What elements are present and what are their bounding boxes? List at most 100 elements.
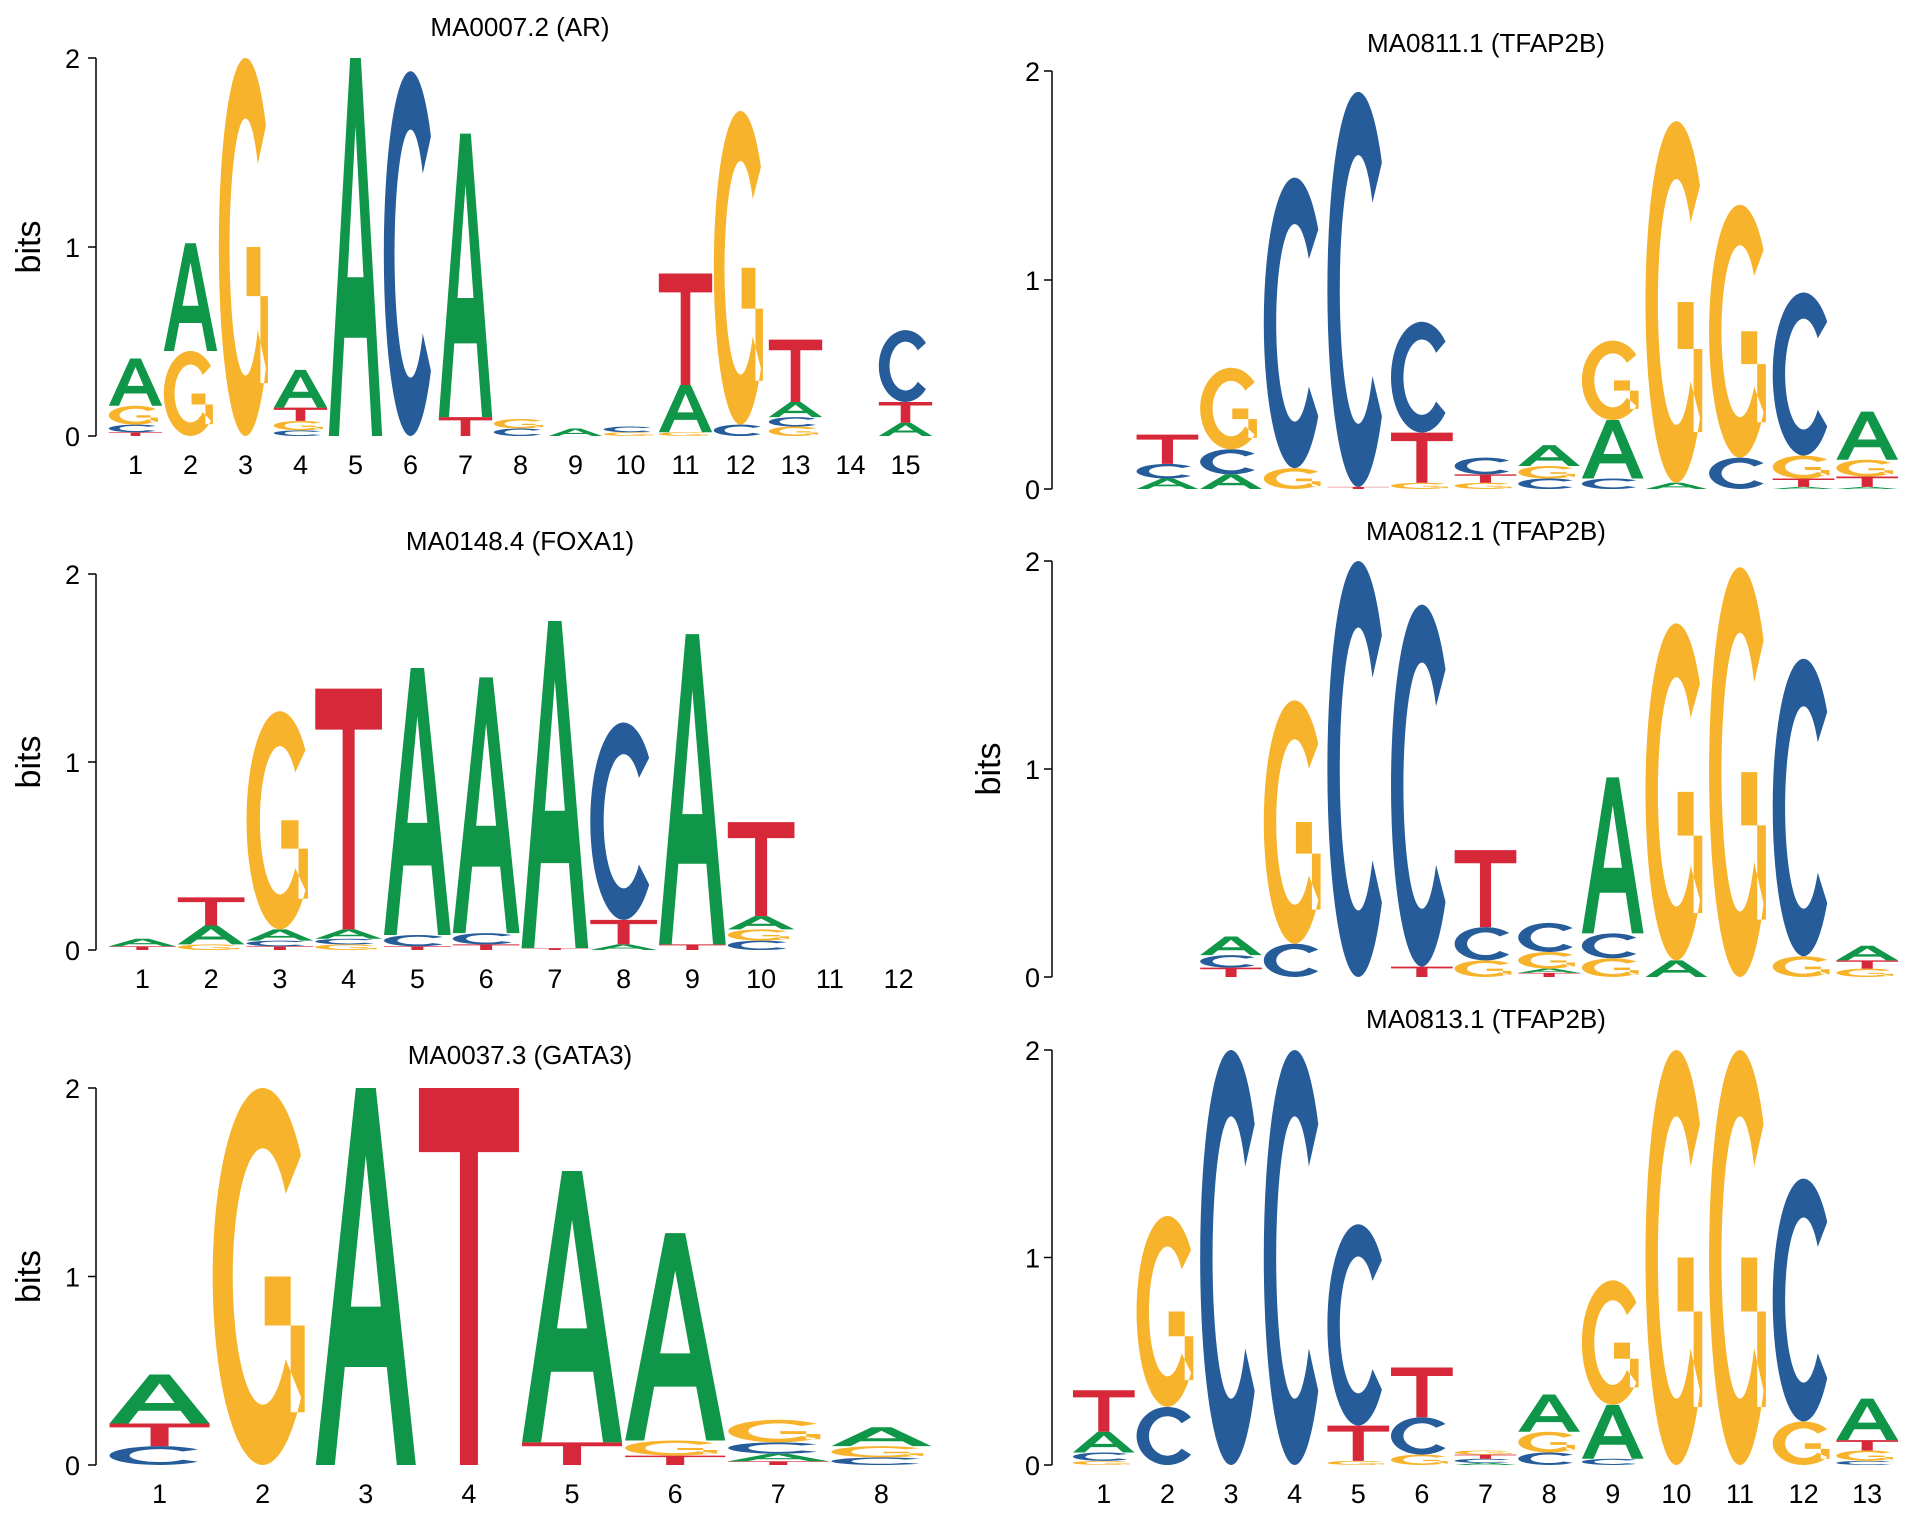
letter-G [1836,459,1894,477]
logo-column [1136,1216,1194,1465]
x-tick-label: 2 [204,964,219,994]
logo-column [452,677,520,950]
letter-A [625,1233,726,1441]
logo-column [727,822,795,950]
x-tick-label: 4 [1287,1479,1302,1509]
letter-C [1772,292,1828,456]
letter-C [1391,321,1446,433]
letter-T [384,946,451,950]
x-tick-label: 3 [1224,1479,1239,1509]
logo-column [1327,561,1382,977]
letter-A [177,925,245,945]
logo-column [1200,367,1262,489]
letter-A [1518,968,1580,973]
letter-T [1391,966,1453,977]
logo-column [1200,936,1262,977]
letter-G [1200,367,1257,450]
letter-G [246,711,308,930]
letter-A [1581,420,1644,479]
logo-column [1518,1394,1580,1465]
letter-G [1709,204,1766,458]
letter-G [728,1419,821,1443]
logo-column [1263,700,1321,977]
letter-T [1391,432,1453,483]
letter-G [1772,956,1830,977]
letter-T [177,897,245,926]
letter-G [1645,1050,1703,1465]
letter-A [438,133,493,418]
letter-A [1581,1404,1644,1459]
letter-G [1836,968,1894,977]
logo-column [163,243,218,437]
letter-G [1709,1050,1766,1465]
letter-C [1391,1417,1446,1455]
logo-column [438,133,493,436]
letter-A [1645,960,1708,977]
letter-C [1263,1050,1319,1465]
y-axis-label: bits [10,736,48,789]
panel-title: MA0813.1 (TFAP2B) [1366,1004,1606,1034]
letter-T [728,1461,829,1465]
letter-C [1454,927,1510,961]
y-tick-label: 1 [65,748,80,778]
letter-A [452,677,520,934]
letter-A [1836,1398,1899,1441]
x-tick-label: 9 [568,450,583,480]
letter-G [1645,121,1703,483]
letter-A [1518,445,1580,467]
letter-A [1200,936,1262,956]
letter-C [1518,1452,1573,1465]
letter-G [108,405,158,425]
letter-C [1581,933,1637,959]
letter-A [384,668,451,935]
logo-column [1136,434,1199,489]
letter-G [177,944,240,950]
letter-T [273,407,328,421]
x-tick-label: 7 [547,964,562,994]
letter-A [315,1088,416,1465]
logo-column [1645,1050,1703,1465]
y-axis-label: bits [10,221,48,274]
y-tick-label: 1 [65,1263,80,1293]
logo-column [273,369,328,436]
x-tick-label: 9 [1605,1479,1620,1509]
logo-column [493,418,543,436]
x-tick-label: 3 [272,964,287,994]
logo-column [177,897,245,950]
letter-G [1391,1454,1448,1465]
letter-C [1518,922,1573,953]
x-tick-label: 6 [668,1479,683,1509]
logo-column [109,938,176,950]
letter-C [1136,463,1192,479]
letter-T [625,1455,726,1465]
logo-column [1772,292,1835,489]
letter-T [521,948,589,950]
letter-T [659,944,726,950]
logo-column [522,1170,623,1465]
x-tick-label: 8 [616,964,631,994]
letter-G [1454,1450,1512,1455]
y-tick-label: 1 [1025,755,1040,785]
logo-column [548,428,603,436]
logo-column [1772,658,1830,977]
letter-C [493,428,541,436]
letter-G [212,1088,305,1465]
logo-column [1836,1398,1899,1465]
x-tick-label: 3 [238,450,253,480]
logo-panel: MA0812.1 (TFAP2B) bits 0 1 2 [970,516,1899,993]
letter-G [1581,340,1639,421]
y-tick-label: 2 [1025,57,1040,87]
x-tick-label: 6 [1414,1479,1429,1509]
letter-T [246,946,314,950]
letter-T [1836,1440,1899,1451]
letter-C [727,940,787,950]
panel-title: MA0007.2 (AR) [430,12,609,42]
letter-G [493,418,543,429]
letter-C [1772,1178,1828,1422]
x-tick-label: 12 [1789,1479,1819,1509]
logo-column [603,426,653,436]
letter-T [1200,967,1262,977]
logo-column [1391,604,1453,977]
